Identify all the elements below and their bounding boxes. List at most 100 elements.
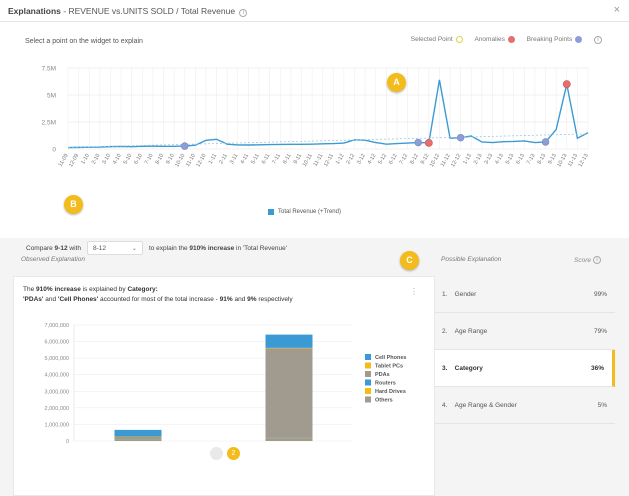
legend-selected-point: Selected Point [411, 36, 463, 43]
bar-segment [114, 439, 162, 441]
bar-y-tick-label: 1,000,000 [45, 422, 69, 428]
x-tick-label: 12-11 [323, 153, 335, 168]
compare-in-text: in 'Total Revenue' [236, 244, 287, 252]
pager-dot-2[interactable]: 2 [227, 447, 240, 460]
bar-y-tick-label: 2,000,000 [45, 406, 69, 412]
trend-line [67, 133, 589, 148]
bar-legend-swatch [365, 354, 371, 360]
observed-explanation-card: The 910% increase is explained by Catego… [13, 276, 435, 496]
breaking-point-marker [541, 138, 550, 146]
x-tick-label: 10-13 [556, 153, 568, 168]
compare-suffix: to explain the [148, 244, 188, 252]
bar-legend-swatch [365, 362, 371, 369]
observed-explanation-heading: Observed Explanation [21, 256, 85, 263]
explanation-item-age-range-gender[interactable]: 4. Age Range & Gender 5% [435, 387, 615, 424]
explanation-item-score: 36% [590, 365, 604, 372]
pager: 2 [210, 447, 240, 460]
legend-info-icon[interactable]: i [594, 36, 602, 44]
bar-segment [114, 439, 162, 440]
dialog-header: Explanations - REVENUE vs.UNITS SOLD / T… [0, 0, 629, 22]
possible-explanation-list: 1. Gender 99% 2. Age Range 79% 3. Catego… [435, 276, 615, 424]
bar-legend-swatch [365, 371, 371, 377]
x-tick-label: 12-13 [577, 153, 589, 168]
score-heading-label: Score [574, 256, 591, 264]
x-tick-label: 5-13 [505, 153, 516, 166]
pager-dot-1[interactable] [210, 447, 223, 460]
x-tick-label: 3-13 [484, 153, 495, 166]
explanation-summary: The 910% increase is explained by Catego… [23, 285, 293, 305]
compare-prefix: Compare [26, 244, 53, 252]
x-tick-label: 7-13 [526, 153, 537, 166]
marker-legend: Selected Point Anomalies Breaking Points… [401, 36, 602, 44]
legend-anomalies: Anomalies [474, 36, 515, 43]
bar-segment [265, 438, 313, 441]
bar-legend-label: Others [375, 398, 393, 404]
x-tick-label: 6-12 [388, 153, 399, 166]
summary-line-1: The 910% increase is explained by Catego… [23, 285, 293, 295]
callout-a: A [387, 73, 406, 92]
explanation-item-score: 99% [593, 291, 607, 298]
compare-with: with [69, 244, 81, 252]
x-tick-label: 1-13 [462, 153, 473, 166]
bar-y-tick-label: 7,000,000 [45, 323, 69, 329]
x-tick-label: 7-11 [271, 153, 282, 165]
x-tick-label: 8-12 [409, 153, 420, 166]
category-bar-chart[interactable]: 0 1,000,000 2,000,000 3,000,000 4,000,000 5,0… [14, 315, 434, 445]
x-tick-label: 2-11 [218, 153, 229, 165]
x-tick-label: 10-10 [174, 153, 186, 168]
bar-legend-label: PDAs [375, 372, 390, 378]
compare-row: Compare 9-12 with 8-12 ⌄ to explain the … [26, 241, 287, 255]
explanation-item-label: 1. Gender [442, 291, 477, 298]
widget-panel: Select a point on the widget to explain … [0, 22, 629, 255]
breaking-point-dot-icon [575, 36, 583, 43]
breaking-point-marker [181, 142, 189, 150]
series-legend[interactable]: Total Revenue (+Trend) [268, 209, 341, 215]
explanation-item-gender[interactable]: 1. Gender 99% [435, 276, 615, 313]
bar-segment [265, 438, 313, 439]
summary-text: respectively [258, 296, 293, 303]
x-tick-label: 5-10 [123, 153, 134, 166]
bar-y-tick-label: 5,000,000 [45, 356, 69, 362]
series-legend-label: Total Revenue (+Trend) [278, 209, 341, 215]
score-info-icon[interactable]: i [592, 256, 601, 264]
legend-anomalies-label: Anomalies [474, 36, 505, 43]
info-icon[interactable]: i [239, 9, 248, 17]
x-tick-label: 8-11 [282, 153, 293, 165]
x-tick-label: 9-13 [547, 153, 558, 166]
x-tick-label: 2-13 [473, 153, 484, 166]
x-tick-label: 10-11 [302, 153, 314, 168]
compare-change: 910% increase [189, 244, 235, 252]
bar-segment [265, 348, 313, 438]
x-tick-label: 9-11 [293, 153, 304, 165]
dialog-title-bold: Explanations [8, 6, 61, 16]
dialog-title: Explanations - REVENUE vs.UNITS SOLD / T… [8, 6, 248, 17]
explanation-item-score: 79% [593, 328, 607, 335]
explanation-item-label: 2. Age Range [442, 328, 488, 335]
x-tick-label: 6-13 [515, 153, 526, 166]
possible-explanation-heading: Possible Explanation [441, 256, 502, 263]
card-menu-icon[interactable]: ⋮ [410, 287, 418, 296]
summary-text: and [234, 296, 246, 303]
x-tick-label: 1-11 [208, 153, 219, 165]
summary-share-1: 91% [219, 296, 233, 303]
summary-text: The [23, 286, 35, 293]
explanation-item-label: 3. Category [442, 365, 483, 372]
breaking-point-marker [456, 133, 465, 142]
close-icon[interactable]: × [613, 4, 620, 16]
bar-segment [114, 429, 162, 437]
revenue-series-line [67, 79, 589, 149]
x-tick-label: 8-13 [537, 153, 548, 166]
bar-legend-label: Tablet PCs [375, 364, 403, 370]
explanation-item-age-range[interactable]: 2. Age Range 79% [435, 313, 615, 350]
bar-legend-label: Hard Drives [375, 389, 406, 395]
x-tick-label: 12-12 [450, 153, 462, 168]
bar-segment [265, 334, 313, 348]
bar-y-tick-label: 6,000,000 [45, 340, 69, 346]
legend-breaking-points: Breaking Points [527, 36, 583, 43]
compare-select[interactable]: 8-12 ⌄ [86, 241, 143, 255]
explanation-item-category[interactable]: 3. Category 36% [435, 350, 615, 387]
score-heading: Score i [574, 256, 601, 264]
summary-text: accounted for most of the total increase… [100, 296, 218, 303]
y-tick-label: 0 [52, 147, 56, 154]
